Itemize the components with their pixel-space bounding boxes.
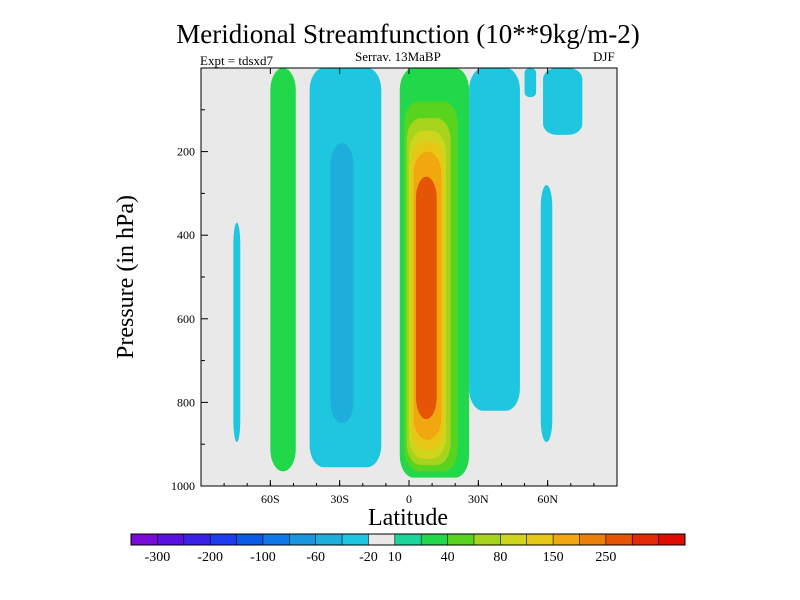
colorbar-swatch <box>262 534 290 545</box>
colorbar-tick-label: -100 <box>250 550 276 565</box>
colorbar-tick-label: 80 <box>493 550 507 565</box>
colorbar-swatch <box>183 534 211 545</box>
colorbar-tick-label: -60 <box>306 550 325 565</box>
colorbar-tick-label: 250 <box>595 550 616 565</box>
season-label: DJF <box>593 49 615 64</box>
colorbar-tick-label: 40 <box>441 550 455 565</box>
contour-region-sh-far-strip <box>233 222 241 443</box>
colorbar-tick-label: 10 <box>388 550 402 565</box>
colorbar-swatch <box>632 534 659 545</box>
y-tick-label: 800 <box>177 395 195 409</box>
contour-region-southern-band <box>270 68 296 472</box>
colorbar-swatch <box>210 534 237 545</box>
colorbar-swatch <box>368 534 396 545</box>
contour-region-nh-top-patch <box>543 68 583 135</box>
colorbar-tick-label: 150 <box>543 550 564 565</box>
colorbar-swatch <box>526 534 554 545</box>
x-axis-label: Latitude <box>368 505 448 531</box>
contour-fields <box>233 68 583 478</box>
y-tick-label: 200 <box>177 145 195 159</box>
colorbar-swatch <box>157 534 185 545</box>
colorbar-swatch <box>421 534 448 545</box>
x-tick-label: 60N <box>537 492 558 506</box>
colorbar-swatch <box>605 534 633 545</box>
colorbar-swatch <box>658 534 686 545</box>
y-tick-label: 600 <box>177 312 195 326</box>
axes: 60S 30S 0 30N 60N 200 400 600 800 1000 <box>171 68 618 506</box>
colorbar-swatch <box>579 534 607 545</box>
colorbar-swatch <box>315 534 343 545</box>
contour-region-nh-negative <box>469 68 520 411</box>
colorbar-swatch <box>131 534 158 545</box>
expt-label: Expt = tdsxd7 <box>200 53 274 68</box>
y-tick-label: 400 <box>177 228 195 242</box>
y-tick-label: 1000 <box>171 479 195 493</box>
contour-region-cell-core <box>415 176 437 420</box>
colorbar: -300 -200 -100 -60 -20 10 40 80 150 250 <box>130 533 686 565</box>
colorbar-swatch <box>473 534 501 545</box>
colorbar-swatch <box>553 534 580 545</box>
colorbar-tick-label: -20 <box>359 550 378 565</box>
colorbar-swatch <box>447 534 475 545</box>
colorbar-tick-label: -300 <box>145 550 171 565</box>
colorbar-tick-label: -200 <box>197 550 223 565</box>
x-tick-label: 30N <box>468 492 489 506</box>
chart-title: Meridional Streamfunction (10**9kg/m-2) <box>176 19 639 49</box>
contour-region-nh-far-strip <box>540 185 553 443</box>
x-tick-label: 0 <box>406 492 412 506</box>
colorbar-swatch <box>394 534 422 545</box>
colorbar-swatch <box>500 534 528 545</box>
contour-region-sh-negative-core <box>330 143 354 424</box>
x-tick-label: 60S <box>261 492 280 506</box>
subtitle-center: Serrav. 13MaBP <box>355 49 441 64</box>
colorbar-swatch <box>236 534 264 545</box>
contour-region-nh-top-small <box>524 68 537 98</box>
y-axis-label: Pressure (in hPa) <box>113 195 139 359</box>
colorbar-swatch <box>342 534 369 545</box>
x-tick-label: 30S <box>330 492 349 506</box>
colorbar-frame <box>130 533 686 546</box>
colorbar-swatch <box>289 534 316 545</box>
